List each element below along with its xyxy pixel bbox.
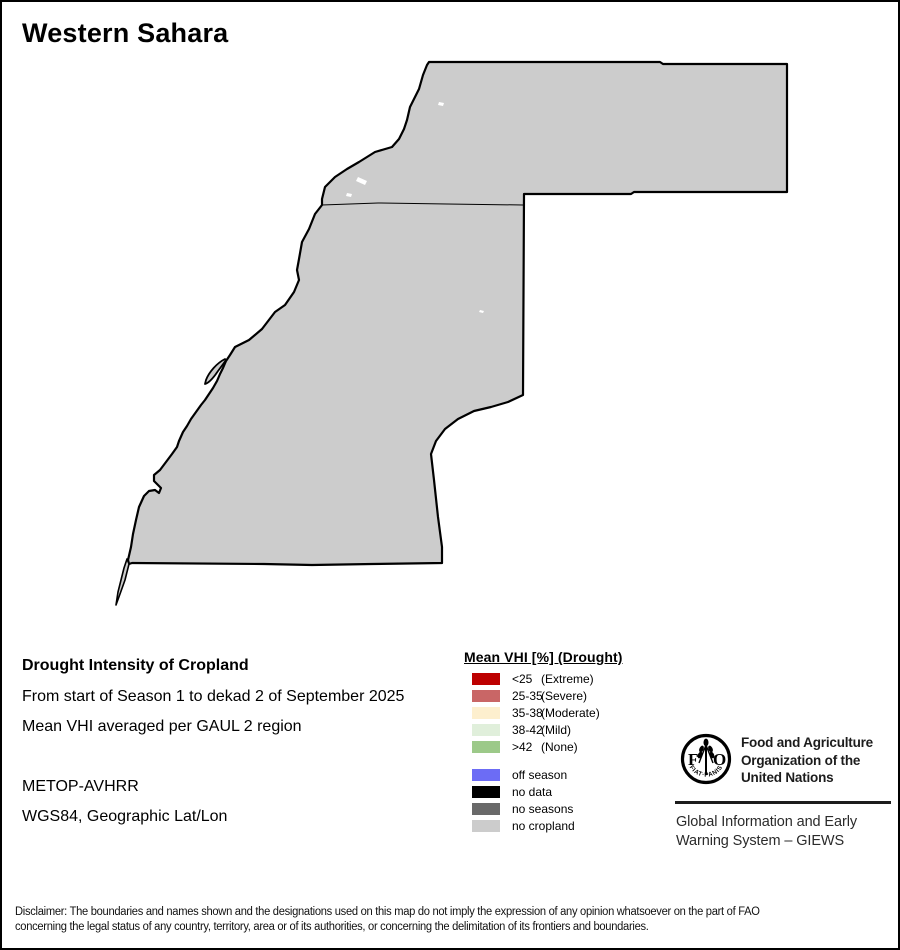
legend-swatch-no-seasons [472,803,500,815]
legend-row-off-season: off season [472,768,567,782]
legend-row-mild: 38-42 (Mild) [472,723,571,737]
season-period-line: From start of Season 1 to dekad 2 of Sep… [22,688,405,705]
legend-range: <25 [512,672,533,686]
legend-swatch-no-cropland [472,820,500,832]
aggregation-line: Mean VHI averaged per GAUL 2 region [22,718,302,735]
fao-organization-name: Food and Agriculture Organization of the… [741,734,873,787]
legend-row-no-seasons: no seasons [472,802,573,816]
drought-intensity-heading: Drought Intensity of Cropland [22,657,249,674]
legend-swatch-mild [472,724,500,736]
fao-org-line: Food and Agriculture [741,735,873,750]
fao-letter-f: F [688,750,698,769]
legend-row-no-data: no data [472,785,552,799]
legend-swatch-extreme [472,673,500,685]
legend-row-severe: 25-35 (Severe) [472,689,587,703]
sensor-line: METOP-AVHRR [22,778,139,795]
legend-label: (Severe) [541,689,588,703]
legend-swatch-severe [472,690,500,702]
projection-line: WGS84, Geographic Lat/Lon [22,808,228,825]
legend-title: Mean VHI [%] (Drought) [464,649,623,665]
legend-swatch-off-season [472,769,500,781]
fao-letter-o: O [713,750,726,769]
legend-swatch-none [472,741,500,753]
legend-label: no cropland [512,819,575,833]
region-divider-line [321,202,524,206]
legend-range: 25-35 [512,689,543,703]
legend-range: >42 [512,740,533,754]
page-title: Western Sahara [22,18,229,48]
fao-org-line: United Nations [741,770,834,785]
wheat-ear-icon [697,738,715,775]
fao-logo-icon: F O FIAT·PANIS [680,733,732,785]
giews-line: Global Information and Early [676,814,857,830]
legend-label: (Mild) [541,723,571,737]
dakhla-peninsula [204,358,227,385]
disclaimer-line: concerning the legal status of any count… [15,921,649,933]
legend-label: (Moderate) [541,706,600,720]
legend-range: 35-38 [512,706,543,720]
disclaimer-line: Disclaimer: The boundaries and names sho… [15,906,760,918]
giews-line: Warning System – GIEWS [676,833,845,849]
legend-label: (None) [541,740,578,754]
southern-tail [115,558,130,606]
giews-name: Global Information and Early Warning Sys… [676,813,857,851]
legend-label: off season [512,768,568,782]
legend-range: 38-42 [512,723,543,737]
legend-label: (Extreme) [541,672,594,686]
footer-divider [675,801,891,804]
legend-label: no seasons [512,802,574,816]
legend-row-moderate: 35-38 (Moderate) [472,706,600,720]
legend-label: no data [512,785,553,799]
legend-row-no-cropland: no cropland [472,819,575,833]
legend-swatch-moderate [472,707,500,719]
disclaimer: Disclaimer: The boundaries and names sho… [15,905,760,935]
legend-row-none: >42 (None) [472,740,578,754]
fao-org-line: Organization of the [741,752,861,768]
legend-swatch-no-data [472,786,500,798]
country-outline [126,60,789,567]
legend-row-extreme: <25 (Extreme) [472,672,594,686]
